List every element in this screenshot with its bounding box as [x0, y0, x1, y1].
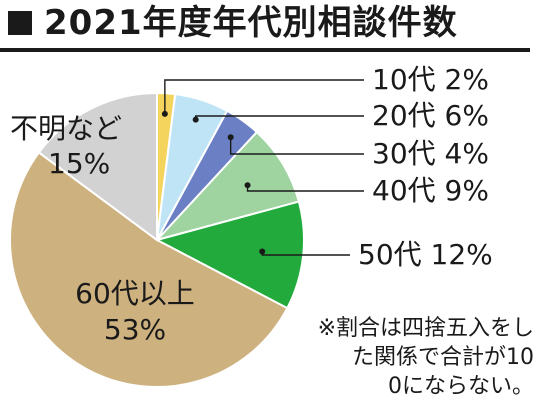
slice-value-40s: 9% [444, 174, 489, 207]
legend-label-20s: 20代 6% [372, 99, 489, 133]
slice-label-unknown: 不明など [10, 112, 123, 145]
pie-slice-60s-plus [9, 151, 289, 388]
title-underline [0, 48, 530, 52]
chart-header: 2021年度年代別相談件数 [0, 0, 535, 58]
slice-label-30s: 30代 [372, 137, 436, 170]
legend-label-10s: 10代 2% [372, 63, 489, 97]
leader-line-50s [259, 248, 350, 256]
slice-label-40s: 40代 [372, 174, 436, 207]
slice-label-50s: 50代 [358, 238, 422, 271]
slice-label-10s: 10代 [372, 63, 436, 96]
slice-label-20s: 20代 [372, 99, 436, 132]
slice-value-10s: 2% [444, 63, 489, 96]
pie-slice-unknown [37, 91, 158, 242]
slice-value-60s-plus: 53% [103, 313, 167, 346]
legend-label-40s: 40代 9% [372, 174, 489, 208]
slice-label-60s-plus: 60代以上 [75, 277, 195, 310]
slice-value-20s: 6% [444, 99, 489, 132]
slice-value-30s: 4% [444, 137, 489, 170]
legend-label-30s: 30代 4% [372, 137, 489, 171]
rounding-note: ※割合は四捨五入をし た関係で合計が10 0にならない。 [317, 316, 534, 399]
title-square-icon [8, 11, 32, 35]
leader-line-40s [244, 182, 364, 192]
leader-line-30s [227, 134, 364, 155]
legend-label-50s: 50代 12% [358, 238, 493, 272]
slice-value-50s: 12% [430, 238, 493, 271]
leader-line-10s [161, 79, 364, 117]
slice-value-unknown: 15% [48, 147, 111, 180]
leader-line-20s [192, 115, 364, 123]
pie-slice-50s [154, 200, 305, 310]
pie-slice-40s [153, 130, 301, 242]
chart-title: 2021年度年代別相談件数 [44, 3, 458, 43]
